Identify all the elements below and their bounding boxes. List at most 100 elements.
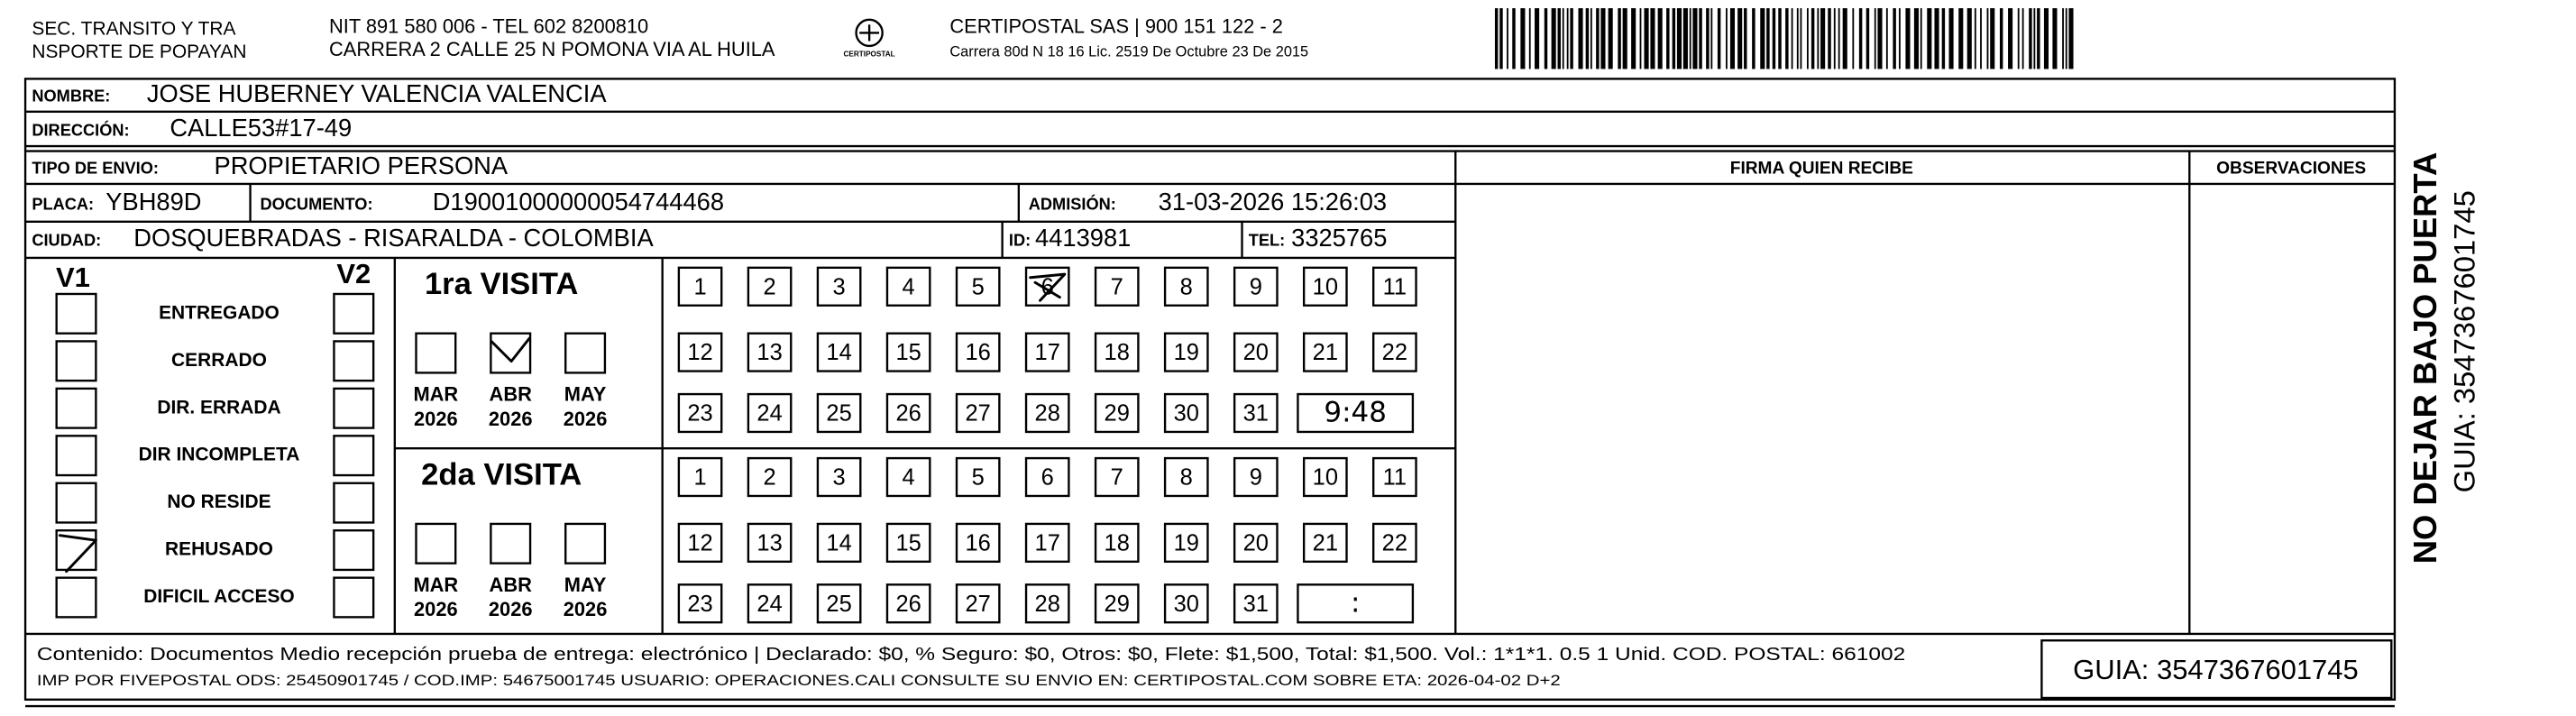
field-label: ID:	[1009, 232, 1031, 250]
barcode-bar	[1528, 8, 1531, 69]
day-number: 23	[687, 401, 712, 427]
day-box	[955, 583, 1001, 624]
day-number: 1	[693, 274, 706, 299]
day-box	[1302, 332, 1348, 372]
barcode-bar	[1600, 8, 1606, 69]
barcode-bar	[1885, 8, 1888, 69]
day-number: 21	[1313, 340, 1338, 365]
day-box	[885, 456, 931, 498]
day-box	[885, 332, 931, 372]
barcode-bar	[1494, 8, 1499, 69]
v1-checkbox	[55, 529, 97, 572]
day-box	[1094, 332, 1140, 372]
day-box	[816, 332, 862, 372]
day-number: 30	[1174, 592, 1199, 617]
barcode-bar	[1898, 8, 1901, 69]
day-number: 15	[895, 530, 921, 555]
day-number: 30	[1174, 401, 1199, 427]
month-name: MAY	[564, 574, 607, 596]
day-box	[1024, 456, 1070, 498]
handwritten-check	[1029, 272, 1067, 302]
barcode-bar	[1760, 8, 1765, 69]
barcode-bar	[1672, 8, 1676, 69]
day-box	[747, 583, 793, 624]
day-number: 16	[965, 340, 990, 365]
barcode-bar	[1710, 8, 1713, 69]
day-box	[1094, 456, 1140, 498]
day-number: 21	[1313, 530, 1338, 555]
day-box	[1094, 392, 1140, 434]
time-box	[1297, 583, 1415, 624]
day-box	[1163, 522, 1209, 564]
day-box	[955, 332, 1001, 372]
day-box	[677, 522, 723, 564]
day-number: 6	[1041, 465, 1054, 491]
day-box	[955, 392, 1001, 434]
barcode	[1494, 8, 2074, 69]
field-value: CALLE53#17-49	[170, 114, 352, 142]
barcode-bar	[1858, 8, 1863, 69]
day-number: 27	[965, 401, 990, 427]
day-box	[677, 456, 723, 498]
barcode-bar	[1877, 8, 1883, 69]
barcode-bar	[1817, 8, 1820, 69]
day-number: 5	[972, 274, 985, 299]
barcode-bar	[1557, 8, 1561, 69]
field-value: YBH89D	[105, 188, 201, 216]
day-box	[1302, 266, 1348, 307]
barcode-bar	[1820, 8, 1826, 69]
barcode-bar	[1811, 8, 1815, 69]
v1-checkbox	[55, 387, 97, 429]
day-box	[1163, 392, 1209, 434]
barcode-bar	[2021, 8, 2024, 69]
barcode-bar	[1512, 8, 1516, 69]
v2-checkbox	[333, 292, 375, 335]
day-number: 10	[1313, 274, 1338, 299]
day-box	[1024, 583, 1070, 624]
barcode-bar	[1535, 8, 1540, 69]
day-box	[816, 392, 862, 434]
v1-checkbox	[55, 435, 97, 477]
status-option: DIFICIL ACCESO	[143, 586, 295, 607]
field-label: TEL:	[1249, 232, 1285, 250]
barcode-bar	[1999, 8, 2003, 69]
barcode-bar	[1726, 8, 1728, 69]
barcode-bar	[1551, 8, 1556, 69]
day-box	[747, 456, 793, 498]
day-number: 12	[687, 340, 712, 365]
day-box	[816, 266, 862, 307]
barcode-bar	[2017, 8, 2020, 69]
v2-checkbox	[333, 482, 375, 524]
barcode-bar	[1618, 8, 1621, 69]
day-box	[1024, 332, 1070, 372]
field-label: TIPO DE ENVIO:	[32, 159, 159, 177]
day-number: 22	[1382, 340, 1407, 365]
day-number: 11	[1383, 465, 1407, 491]
visit-title: 2da VISITA	[421, 457, 582, 491]
day-box	[677, 266, 723, 307]
day-box	[747, 522, 793, 564]
barcode-bar	[1920, 8, 1922, 69]
day-number: 6	[1041, 274, 1054, 299]
field-label: NOMBRE:	[32, 87, 110, 105]
sender-line: NSPORTE DE POPAYAN	[32, 41, 246, 62]
day-number: 20	[1243, 340, 1269, 365]
barcode-bar	[1706, 8, 1710, 69]
field-value: 3325765	[1291, 224, 1387, 252]
barcode-bar	[1689, 8, 1691, 69]
day-box	[816, 522, 862, 564]
status-option: NO RESIDE	[167, 491, 270, 512]
barcode-bar	[1838, 8, 1840, 69]
day-box	[1163, 266, 1209, 307]
day-number: 9	[1250, 465, 1262, 491]
day-number: 17	[1035, 340, 1060, 365]
day-box	[747, 392, 793, 434]
day-number: 13	[756, 340, 782, 365]
day-box	[1163, 583, 1209, 624]
day-box	[1302, 522, 1348, 564]
handwritten-check	[58, 534, 97, 574]
barcode-bar	[1566, 8, 1569, 69]
day-number: 31	[1243, 401, 1269, 427]
